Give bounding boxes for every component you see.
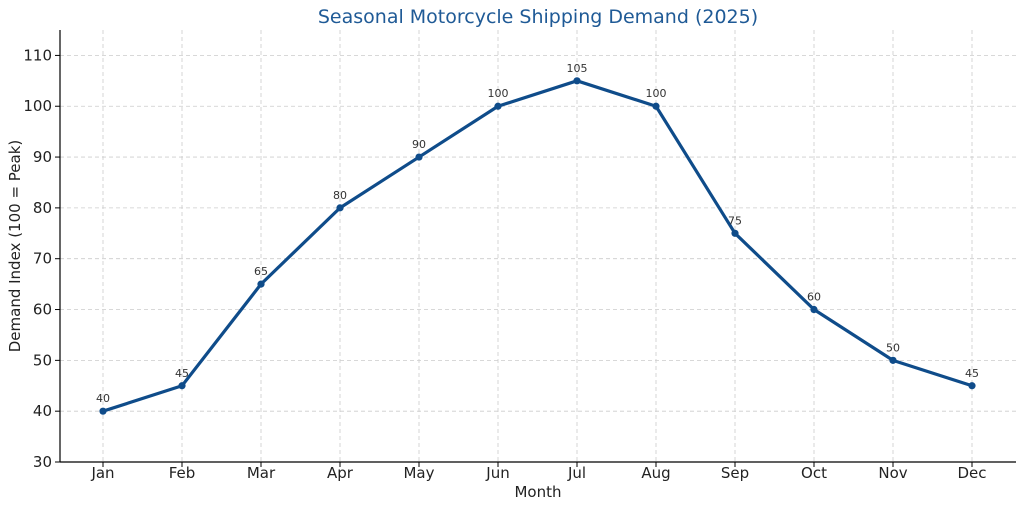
data-point: [494, 102, 502, 110]
data-label: 50: [886, 341, 900, 354]
data-label: 100: [488, 87, 509, 100]
data-point: [810, 305, 818, 314]
data-labels: 40 45 65 80 90 100 105 100 75 60 50 45: [96, 62, 979, 405]
chart-title: Seasonal Motorcycle Shipping Demand (202…: [318, 6, 758, 28]
x-tick-label: Jul: [567, 464, 586, 482]
data-point: [415, 153, 423, 161]
data-point: [968, 382, 976, 390]
x-tick-label: Aug: [641, 464, 670, 482]
data-label: 45: [175, 367, 189, 380]
data-label: 100: [646, 87, 667, 100]
grid: [60, 30, 1016, 462]
y-tick-label: 80: [33, 199, 52, 217]
x-tick-label: Feb: [169, 464, 196, 482]
x-tick-label: Jan: [90, 464, 114, 482]
x-tick-label: Dec: [957, 464, 986, 482]
data-point: [178, 382, 186, 390]
data-label: 45: [965, 367, 979, 380]
data-point: [573, 77, 581, 85]
x-tick-label: Apr: [327, 464, 354, 482]
series-line: [101, 79, 974, 413]
x-tick-label: May: [403, 464, 434, 482]
series: [99, 77, 976, 415]
y-tick-label: 30: [33, 453, 52, 471]
data-label: 40: [96, 392, 110, 405]
y-tick-label: 50: [33, 351, 52, 369]
y-tick-label: 60: [33, 301, 52, 319]
x-tick-label: Sep: [721, 464, 749, 482]
data-point: [731, 229, 739, 237]
y-tick-label: 40: [33, 402, 52, 420]
x-tick-label: Jun: [485, 464, 509, 482]
y-tick-label: 100: [23, 97, 52, 115]
data-point: [99, 407, 107, 415]
axes: [59, 30, 1016, 463]
data-label: 90: [412, 138, 426, 151]
data-point: [889, 356, 897, 364]
y-tick-label: 90: [33, 148, 52, 166]
data-point: [257, 280, 265, 288]
y-tick-label: 70: [33, 250, 52, 268]
y-axis-label: Demand Index (100 = Peak): [6, 140, 24, 353]
y-tick-label: 110: [23, 46, 52, 64]
data-label: 65: [254, 265, 268, 278]
data-point: [336, 204, 344, 212]
x-tick-label: Nov: [878, 464, 907, 482]
tick-labels: 30 40 50 60 70 80 90 100 110 Jan Feb Mar Apr May Jun Ju…: [23, 46, 986, 482]
x-tick-label: Oct: [801, 464, 827, 482]
data-point: [652, 102, 660, 110]
data-label: 75: [728, 214, 742, 227]
data-label: 105: [567, 62, 588, 75]
x-axis-label: Month: [514, 483, 561, 501]
x-tick-label: Mar: [247, 464, 276, 482]
data-label: 80: [333, 189, 347, 202]
data-label: 60: [807, 291, 821, 304]
